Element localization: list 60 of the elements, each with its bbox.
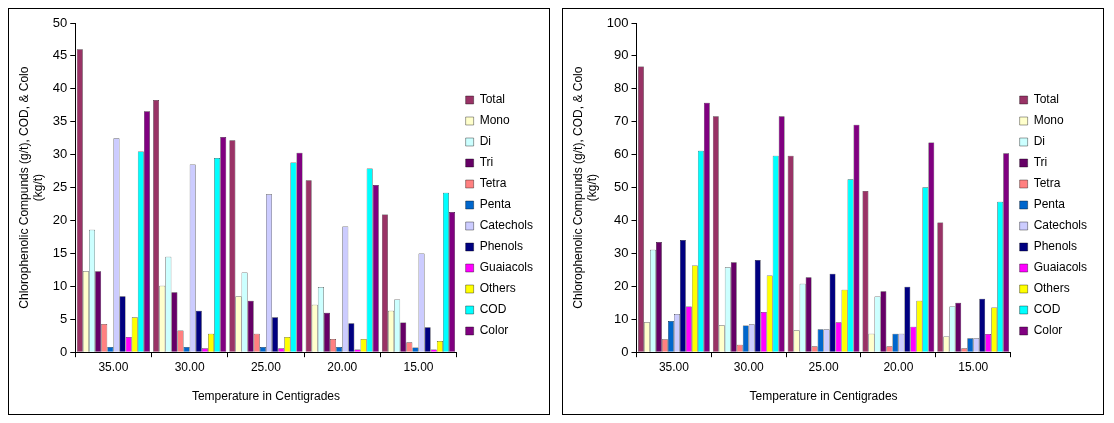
legend-label: Guaiacols [1033, 260, 1088, 275]
legend-label: Others [1033, 281, 1070, 296]
y-tick-label: 10 [614, 310, 629, 326]
x-tick-label: 30.00 [733, 359, 765, 374]
x-axis-title: Temperature in Centigrades [749, 389, 898, 404]
y-tick-label: 10 [52, 277, 68, 293]
y-tick-label: 50 [52, 14, 68, 30]
y-tick-label: 70 [614, 113, 629, 129]
x-tick-label: 20.00 [327, 359, 358, 374]
legend-label: Phenols [479, 239, 524, 254]
y-tick-label: 50 [614, 179, 629, 195]
y-axis-title: Chlorophenolic Compunds (g/t), COD, & Colo (kg/t) [570, 66, 599, 309]
legend-label: Total [479, 92, 505, 107]
y-tick-label: 0 [60, 343, 68, 359]
legend-label: Tri [479, 155, 494, 170]
y-tick-label: 15 [52, 245, 68, 261]
x-tick-label: 35.00 [98, 359, 129, 374]
y-tick-label: 100 [606, 14, 629, 30]
legend-label: Total [1033, 92, 1059, 107]
legend-label: Others [479, 281, 516, 296]
legend-label: Tetra [479, 176, 507, 191]
y-tick-label: 40 [614, 212, 629, 228]
legend-label: Phenols [1033, 239, 1078, 254]
x-tick-label: 20.00 [883, 359, 914, 374]
x-tick-label: 30.00 [174, 359, 206, 374]
legend-label: Tri [1033, 155, 1048, 170]
y-tick-label: 45 [52, 47, 68, 63]
legend-label: Di [1033, 134, 1045, 149]
x-tick-label: 35.00 [658, 359, 690, 374]
y-tick-label: 30 [52, 146, 68, 162]
legend-label: Catechols [479, 218, 534, 233]
legend-label: COD [1033, 302, 1061, 317]
y-tick-label: 60 [614, 146, 629, 162]
legend-label: Penta [1033, 197, 1066, 212]
y-tick-label: 0 [621, 343, 629, 359]
legend-label: Tetra [1033, 176, 1061, 191]
x-tick-label: 15.00 [403, 359, 434, 374]
y-tick-label: 20 [52, 212, 68, 228]
y-tick-label: 35 [52, 113, 68, 129]
legend-label: Catechols [1033, 218, 1088, 233]
y-tick-label: 20 [614, 277, 629, 293]
x-tick-label: 25.00 [808, 359, 839, 374]
legend-label: Mono [479, 113, 510, 128]
legend-label: Penta [479, 197, 512, 212]
legend-label: Mono [1033, 113, 1064, 128]
y-tick-label: 90 [614, 47, 629, 63]
legend-label: Guaiacols [479, 260, 534, 275]
x-tick-label: 15.00 [958, 359, 989, 374]
legend-label: Di [479, 134, 491, 149]
legend-label: COD [479, 302, 507, 317]
y-tick-label: 30 [614, 245, 629, 261]
x-axis-title: Temperature in Centigrades [191, 389, 340, 404]
y-axis-title: Chlorophenolic Compunds (g/t), COD, & Colo (kg/t) [16, 66, 45, 309]
y-tick-label: 5 [60, 310, 68, 326]
legend-label: Color [1033, 323, 1063, 338]
legend-label: Color [479, 323, 509, 338]
y-tick-label: 40 [52, 80, 68, 96]
x-tick-label: 25.00 [250, 359, 282, 374]
y-tick-label: 25 [52, 179, 68, 195]
y-tick-label: 80 [614, 80, 629, 96]
